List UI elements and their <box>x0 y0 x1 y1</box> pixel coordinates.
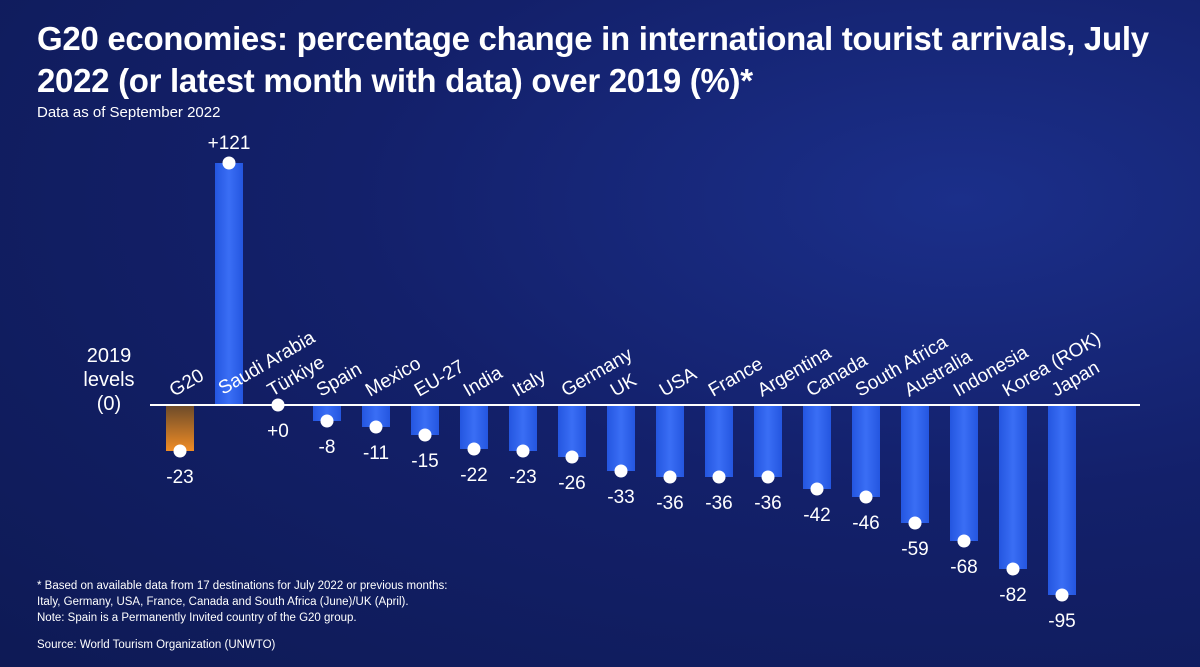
category-label-italy: Italy <box>509 365 550 401</box>
value-label-saudi-arabia: +121 <box>208 133 251 154</box>
bar-canada <box>803 405 831 489</box>
value-label-usa: -36 <box>656 493 683 514</box>
chart-subtitle: Data as of September 2022 <box>37 104 221 121</box>
category-label-france: France <box>705 354 767 402</box>
category-label-g20: G20 <box>166 365 208 401</box>
markers-layer <box>173 156 1069 602</box>
bar-spain <box>313 405 341 421</box>
bar-argentina <box>754 405 782 477</box>
bar-korea-rok <box>999 405 1027 569</box>
value-label-korea-rok: -82 <box>999 585 1026 606</box>
value-label-australia: -59 <box>901 539 928 560</box>
value-label-eu-27: -15 <box>411 451 438 472</box>
value-label-uk: -33 <box>607 487 634 508</box>
source-note: Source: World Tourism Organization (UNWT… <box>37 639 276 651</box>
category-label-india: India <box>460 362 507 401</box>
marker-japan <box>1055 588 1069 602</box>
value-label-japan: -95 <box>1048 611 1075 632</box>
bar-saudi-arabia <box>215 163 243 405</box>
marker-eu-27 <box>418 428 432 442</box>
value-label-italy: -23 <box>509 467 536 488</box>
bar-g20 <box>166 405 194 451</box>
value-label-france: -36 <box>705 493 732 514</box>
value-label-mexico: -11 <box>363 443 389 464</box>
bar-india <box>460 405 488 449</box>
bar-uk <box>607 405 635 471</box>
marker-indonesia <box>957 534 971 548</box>
bar-germany <box>558 405 586 457</box>
value-label-canada: -42 <box>803 505 830 526</box>
value-label-south-africa: -46 <box>852 513 879 534</box>
bar-australia <box>901 405 929 523</box>
footnote-line-1: * Based on available data from 17 destin… <box>37 580 448 592</box>
value-label-spain: -8 <box>319 437 336 458</box>
bars-layer <box>166 163 1076 595</box>
bar-france <box>705 405 733 477</box>
marker-australia <box>908 516 922 530</box>
bar-italy <box>509 405 537 451</box>
marker-t-rkiye <box>271 398 285 412</box>
footnote-line-3: Note: Spain is a Permanently Invited cou… <box>37 612 357 624</box>
marker-france <box>712 470 726 484</box>
bar-japan <box>1048 405 1076 595</box>
value-label-indonesia: -68 <box>950 557 977 578</box>
bar-indonesia <box>950 405 978 541</box>
marker-italy <box>516 444 530 458</box>
value-label-argentina: -36 <box>754 493 781 514</box>
value-label-t-rkiye: +0 <box>267 421 289 442</box>
marker-g20 <box>173 444 187 458</box>
zero-label-line-1: 2019 <box>86 345 132 367</box>
value-label-g20: -23 <box>166 467 193 488</box>
category-label-mexico: Mexico <box>362 353 425 401</box>
marker-usa <box>663 470 677 484</box>
footnote: * Based on available data from 17 destin… <box>37 578 447 626</box>
bar-mexico <box>362 405 390 427</box>
bar-south-africa <box>852 405 880 497</box>
zero-level-label: 2019 levels (0) <box>64 344 154 416</box>
footnote-line-2: Italy, Germany, USA, France, Canada and … <box>37 596 409 608</box>
marker-canada <box>810 482 824 496</box>
marker-mexico <box>369 420 383 434</box>
marker-spain <box>320 414 334 428</box>
value-label-india: -22 <box>460 465 487 486</box>
marker-saudi-arabia <box>222 156 236 170</box>
zero-label-line-2: levels <box>83 369 135 391</box>
chart-title: G20 economies: percentage change in inte… <box>37 20 1149 99</box>
zero-label-line-3: (0) <box>96 393 122 415</box>
marker-argentina <box>761 470 775 484</box>
marker-uk <box>614 464 628 478</box>
value-label-germany: -26 <box>558 473 585 494</box>
marker-south-africa <box>859 490 873 504</box>
marker-korea-rok <box>1006 562 1020 576</box>
marker-india <box>467 442 481 456</box>
marker-germany <box>565 450 579 464</box>
bar-usa <box>656 405 684 477</box>
category-label-usa: USA <box>656 363 701 401</box>
